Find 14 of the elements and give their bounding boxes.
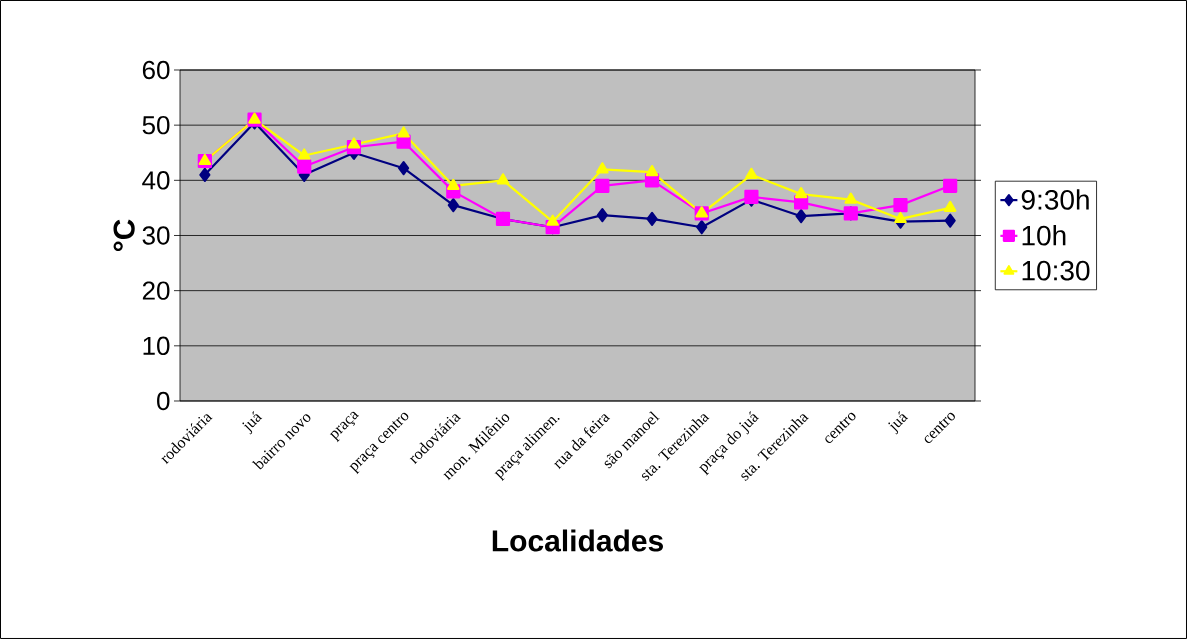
y-tick-label: 30 <box>142 226 170 245</box>
legend-label: 9:30h <box>1021 189 1089 210</box>
y-tick-label: 20 <box>142 281 170 300</box>
y-tick-label: 0 <box>157 391 170 411</box>
y-tick-label: 40 <box>142 171 170 190</box>
legend-label: 10:30 <box>1022 260 1090 281</box>
y-tick-label: 50 <box>142 115 170 135</box>
legend-label: 10h <box>1022 224 1066 246</box>
y-tick-label: 10 <box>143 336 170 356</box>
x-tick-label: juá <box>888 410 909 435</box>
y-axis-title: °C <box>113 219 135 252</box>
y-tick-label: 60 <box>142 60 170 80</box>
x-tick-label: juá <box>242 410 263 435</box>
x-axis-title: Localidades <box>492 529 663 552</box>
